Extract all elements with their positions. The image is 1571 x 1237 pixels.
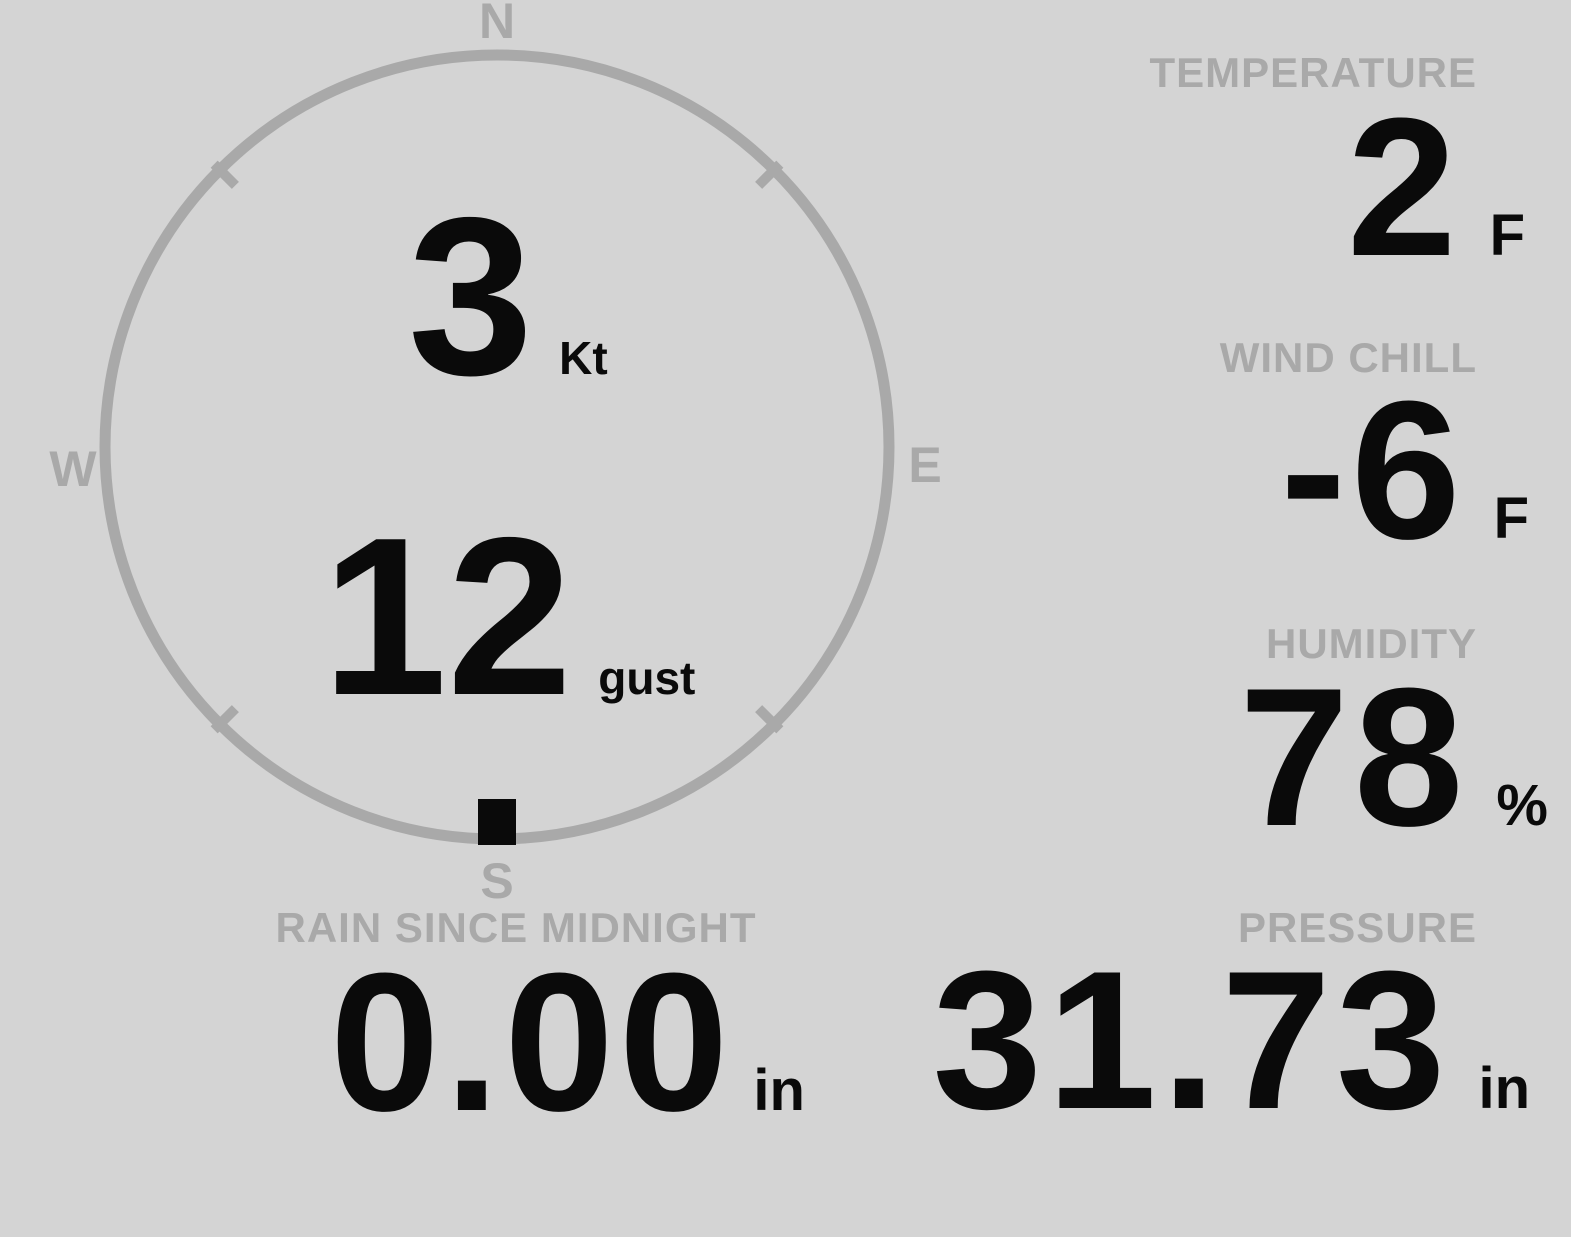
rain-since-midnight-unit: in [753,1058,805,1123]
wind-gust-unit: gust [598,652,696,704]
compass-tick-ne [755,160,784,189]
pressure-value: 31.73 [932,930,1451,1150]
pressure-label: PRESSURE [1237,904,1477,951]
humidity-label: HUMIDITY [1266,620,1477,667]
wind-gust: 12 gust [322,504,695,729]
pressure-unit: in [1478,1056,1530,1121]
compass-west-label: W [49,441,97,497]
wind-chill-unit: F [1493,486,1529,551]
wind-speed: 3 Kt [408,184,608,409]
wind-direction-marker-group [478,799,516,845]
temperature-unit: F [1489,203,1525,268]
rain-since-midnight-value: 0.00 [330,932,734,1152]
compass-tick-nw [210,160,239,189]
wind-chill-reading: -6 F [1280,372,1529,569]
humidity-unit: % [1496,773,1548,838]
rain-since-midnight-reading: 0.00 in [330,944,805,1141]
pressure-reading: 31.73 in [932,942,1530,1139]
temperature-reading: 2 F [1347,89,1525,286]
wind-speed-unit: Kt [559,332,608,384]
temperature-label: TEMPERATURE [1149,49,1477,96]
compass-east-label: E [908,437,942,493]
humidity-value: 78 [1239,647,1469,867]
wind-speed-value: 3 [408,170,534,422]
compass-north-label: N [478,0,516,49]
wind-gust-value: 12 [322,490,573,742]
wind-direction-marker-icon [478,799,516,845]
wind-compass [99,49,895,845]
compass-tick-se [755,705,784,734]
wind-chill-label: WIND CHILL [1219,334,1477,381]
humidity-reading: 78 % [1239,659,1548,856]
wind-chill-value: -6 [1280,360,1466,580]
temperature-value: 2 [1347,77,1462,297]
compass-tick-sw [210,705,239,734]
rain-since-midnight-label: RAIN SINCE MIDNIGHT [275,904,757,951]
compass-south-label: S [480,853,514,909]
